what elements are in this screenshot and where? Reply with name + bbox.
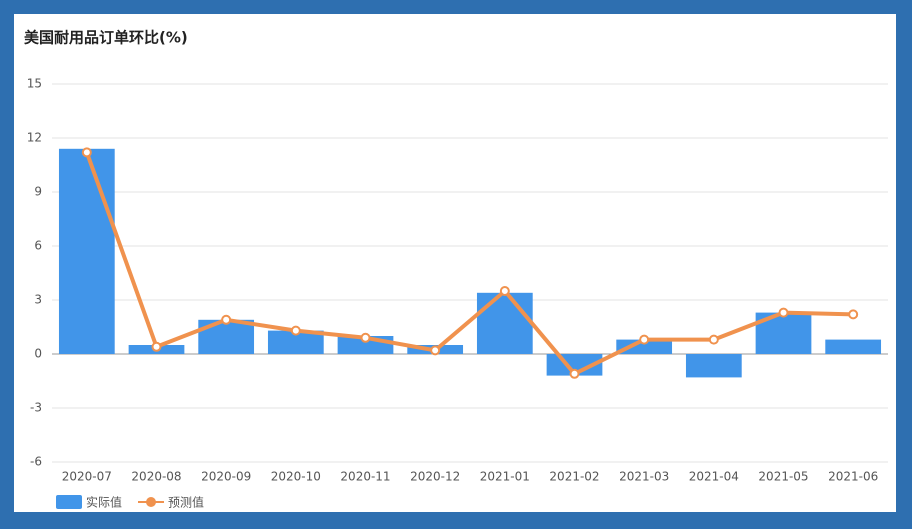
bar: [198, 319, 255, 354]
point: [81, 147, 92, 158]
x-tick-label: 2020-10: [271, 470, 321, 484]
bar: [476, 292, 533, 354]
y-tick-label: 6: [34, 239, 42, 253]
point: [221, 314, 232, 325]
line: [84, 151, 854, 376]
bar: [267, 330, 324, 354]
point: [848, 309, 859, 320]
y-tick-label: 9: [34, 185, 42, 199]
x-tick-label: 2021-03: [619, 470, 669, 484]
point: [151, 341, 162, 352]
x-tick-label: 2020-08: [131, 470, 181, 484]
legend-swatch: [146, 497, 156, 507]
point: [290, 325, 301, 336]
x-tick-label: 2021-06: [828, 470, 878, 484]
y-tick-label: -6: [30, 455, 42, 469]
x-tick-label: 2020-09: [201, 470, 251, 484]
legend-label: 实际值: [86, 495, 122, 510]
x-tick-label: 2021-04: [689, 470, 739, 484]
x-tick-label: 2020-07: [62, 470, 112, 484]
panel: [14, 14, 896, 512]
point: [639, 334, 650, 345]
point: [430, 345, 441, 356]
y-tick-label: 0: [34, 347, 42, 361]
bar: [685, 354, 742, 378]
point: [360, 332, 371, 343]
bar: [58, 148, 115, 354]
legend-swatch: [56, 495, 82, 509]
point: [569, 368, 580, 379]
y-tick-label: -3: [30, 401, 42, 415]
point: [778, 307, 789, 318]
x-tick-label: 2020-11: [340, 470, 390, 484]
x-tick-label: 2020-12: [410, 470, 460, 484]
bar: [616, 339, 673, 354]
legend-label: 预测值: [168, 495, 204, 510]
x-tick-label: 2021-02: [549, 470, 599, 484]
x-tick-label: 2021-05: [758, 470, 808, 484]
y-tick-label: 15: [27, 77, 42, 91]
bar: [825, 339, 882, 354]
point: [708, 334, 719, 345]
y-tick-label: 3: [34, 293, 42, 307]
x-tick-label: 2021-01: [480, 470, 530, 484]
point: [499, 286, 510, 296]
chart-title: 美国耐用品订单环比(%): [24, 29, 188, 47]
y-tick-label: 12: [27, 131, 42, 145]
